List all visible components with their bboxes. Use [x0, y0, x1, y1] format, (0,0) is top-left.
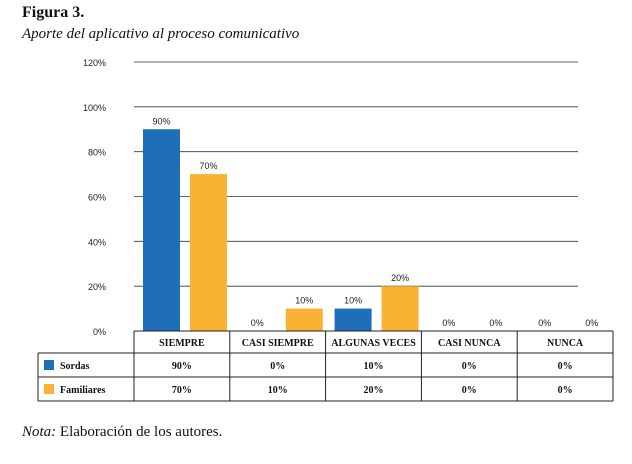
y-tick-label: 0%: [93, 327, 106, 337]
figure-caption: Aporte del aplicativo al proceso comunic…: [22, 26, 300, 42]
x-tick-label: CASI SIEMPRE: [242, 338, 314, 349]
data-label: 0%: [442, 318, 455, 328]
y-tick-label: 60%: [88, 193, 106, 203]
data-label: 0%: [489, 318, 502, 328]
figure-label: Figura 3.: [22, 4, 85, 21]
table-cell: 70%: [172, 385, 192, 396]
table-cell: 0%: [462, 385, 477, 396]
legend-label: Familiares: [60, 385, 105, 396]
bar-familiares: [381, 286, 419, 331]
data-label: 0%: [585, 318, 598, 328]
x-tick-label: SIEMPRE: [159, 338, 205, 349]
bar-sordas: [143, 129, 180, 331]
table-cell: 0%: [558, 385, 573, 396]
table-cell: 20%: [364, 385, 384, 396]
x-tick-label: ALGUNAS VECES: [331, 338, 416, 349]
data-label: 10%: [344, 296, 362, 306]
bar-familiares: [285, 308, 323, 331]
data-label: 20%: [391, 273, 409, 283]
y-tick-label: 20%: [88, 282, 106, 292]
data-label: 90%: [152, 116, 170, 126]
y-tick-label: 40%: [88, 237, 106, 247]
legend-swatch: [44, 360, 54, 370]
table-cell: 90%: [172, 361, 192, 372]
note-text: Elaboración de los autores.: [56, 424, 223, 440]
data-label: 10%: [295, 296, 313, 306]
y-tick-label: 100%: [83, 103, 106, 113]
legend-label: Sordas: [60, 361, 90, 372]
bar-sordas: [334, 308, 372, 331]
y-tick-label: 120%: [83, 58, 106, 68]
bar-familiares: [190, 174, 227, 331]
x-tick-label: CASI NUNCA: [438, 338, 501, 349]
data-label: 0%: [538, 318, 551, 328]
data-label: 70%: [199, 161, 217, 171]
x-tick-label: NUNCA: [547, 338, 584, 349]
data-label: 0%: [251, 318, 264, 328]
table-cell: 10%: [364, 361, 384, 372]
y-tick-label: 80%: [88, 148, 106, 158]
legend-swatch: [44, 384, 54, 394]
table-cell: 0%: [270, 361, 285, 372]
figure-note: Nota: Elaboración de los autores.: [22, 424, 222, 441]
table-cell: 10%: [268, 385, 288, 396]
table-cell: 0%: [462, 361, 477, 372]
table-cell: 0%: [558, 361, 573, 372]
note-prefix: Nota:: [22, 424, 57, 440]
